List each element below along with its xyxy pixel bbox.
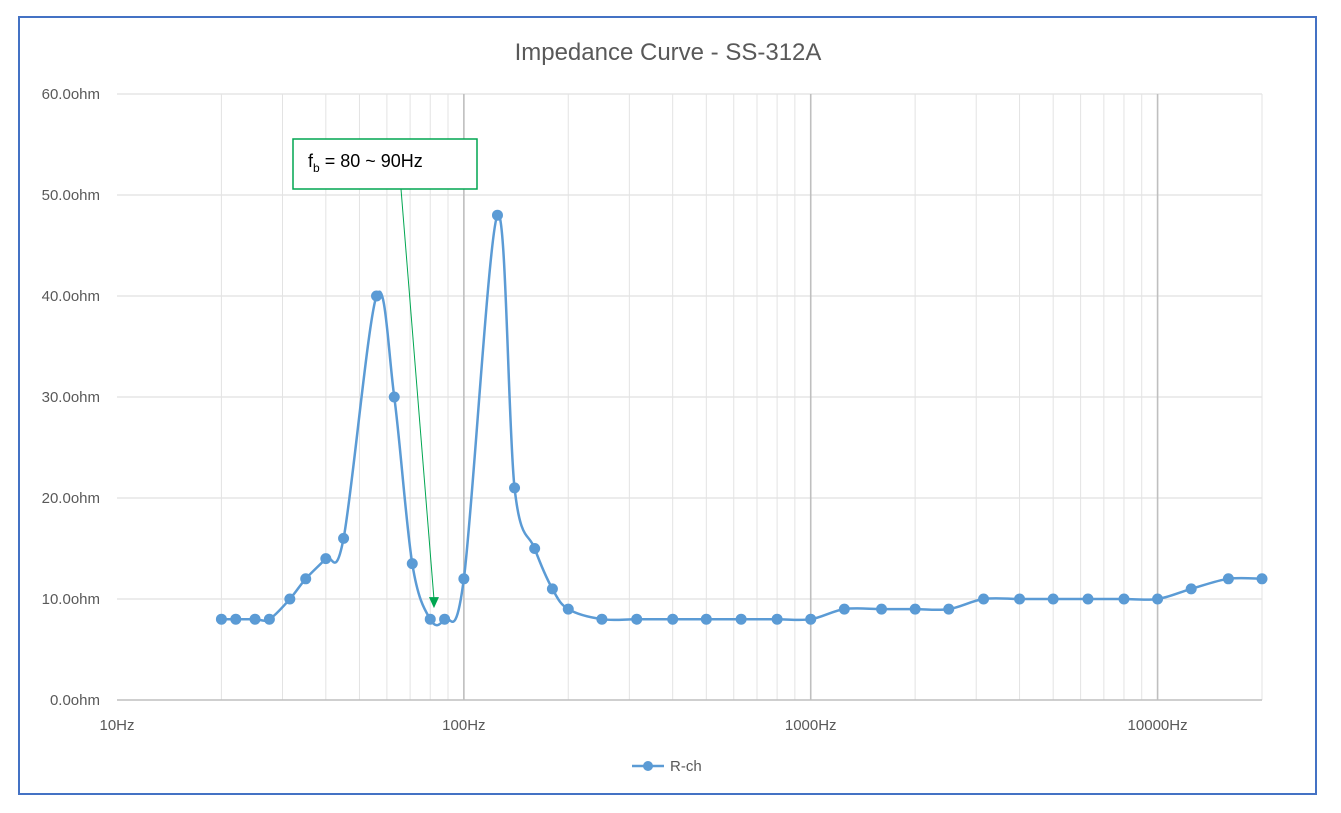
legend: R-ch bbox=[632, 758, 702, 775]
annotation-box bbox=[292, 138, 478, 190]
y-tick-label: 30.0ohm bbox=[42, 389, 100, 406]
y-tick-label: 60.0ohm bbox=[42, 86, 100, 103]
data-point bbox=[371, 290, 383, 302]
data-point bbox=[300, 573, 312, 585]
y-tick-label: 0.0ohm bbox=[50, 692, 100, 709]
data-point bbox=[735, 613, 747, 625]
data-point bbox=[1185, 583, 1197, 595]
data-point bbox=[876, 603, 888, 615]
data-point bbox=[1222, 573, 1234, 585]
data-point bbox=[771, 613, 783, 625]
data-point bbox=[546, 583, 558, 595]
data-point bbox=[529, 543, 541, 554]
annotation-text: fb = 80 ~ 90Hz bbox=[308, 151, 423, 175]
data-point bbox=[667, 613, 679, 625]
data-point bbox=[230, 613, 242, 625]
annotation-main: f bbox=[308, 151, 314, 171]
y-tick-label: 40.0ohm bbox=[42, 288, 100, 305]
data-point bbox=[1118, 593, 1130, 605]
data-point bbox=[1082, 593, 1094, 605]
y-tick-label: 50.0ohm bbox=[42, 187, 100, 204]
data-point bbox=[1256, 573, 1268, 585]
y-tick-label: 20.0ohm bbox=[42, 490, 100, 507]
data-point bbox=[805, 613, 817, 625]
data-point bbox=[1047, 593, 1059, 605]
data-point bbox=[263, 613, 275, 625]
chart-frame bbox=[18, 16, 1317, 795]
data-point bbox=[424, 613, 436, 625]
legend-label: R-ch bbox=[670, 758, 702, 775]
x-tick-label: 1000Hz bbox=[785, 717, 837, 734]
data-point bbox=[596, 613, 608, 625]
annotation-rest: = 80 ~ 90Hz bbox=[320, 151, 423, 171]
grid-lines bbox=[117, 93, 1263, 700]
data-point bbox=[838, 603, 850, 615]
data-point bbox=[1014, 593, 1026, 605]
data-point bbox=[1152, 593, 1164, 605]
legend-marker bbox=[643, 761, 653, 771]
x-tick-label: 100Hz bbox=[442, 717, 485, 734]
annotation: fb = 80 ~ 90Hz bbox=[292, 138, 478, 609]
data-point bbox=[338, 532, 350, 544]
chart-title: Impedance Curve - SS-312A bbox=[515, 39, 822, 66]
data-point bbox=[215, 613, 227, 625]
y-tick-label: 10.0ohm bbox=[42, 591, 100, 608]
series-line-0 bbox=[221, 213, 1263, 627]
data-point bbox=[491, 209, 503, 221]
data-point bbox=[509, 482, 521, 494]
data-point bbox=[284, 593, 296, 605]
data-point bbox=[631, 613, 643, 625]
data-point bbox=[562, 603, 574, 615]
data-point bbox=[388, 391, 400, 403]
data-point bbox=[458, 573, 470, 585]
x-tick-label: 10Hz bbox=[99, 717, 134, 734]
data-point bbox=[249, 613, 261, 625]
x-tick-label: 10000Hz bbox=[1128, 717, 1188, 734]
data-point bbox=[439, 613, 451, 625]
annotation-arrow-line bbox=[400, 188, 435, 600]
axes: 0.0ohm 10.0ohm 20.0ohm 30.0ohm 40.0ohm 50.0oh… bbox=[42, 86, 1262, 734]
data-point bbox=[943, 603, 955, 615]
annotation-sub: b bbox=[313, 161, 320, 175]
data-point bbox=[909, 603, 921, 615]
data-point bbox=[700, 613, 712, 625]
data-point bbox=[406, 558, 418, 570]
annotation-arrow-head bbox=[428, 597, 439, 609]
data-point bbox=[320, 553, 332, 565]
data-point bbox=[978, 593, 990, 605]
plot-area bbox=[215, 209, 1268, 627]
